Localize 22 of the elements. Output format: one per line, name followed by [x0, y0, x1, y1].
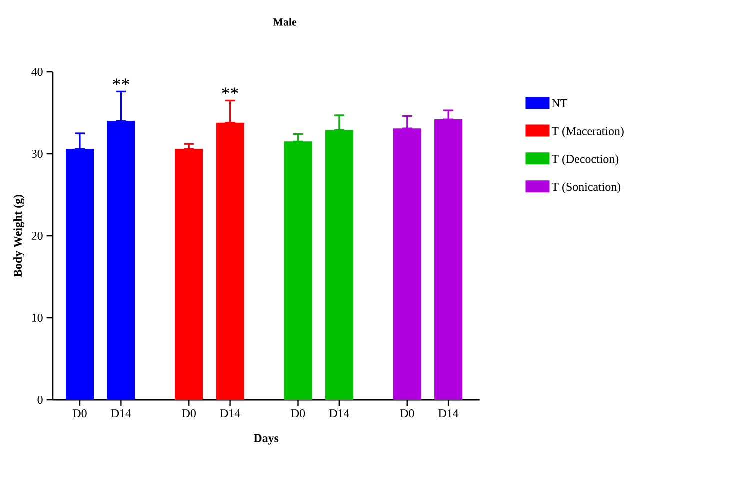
data-label: **	[113, 78, 130, 86]
data-label: **	[222, 88, 238, 94]
x-tick-label: D14	[438, 410, 459, 418]
y-tick-label: 40	[32, 68, 43, 76]
legend-label: T (Maceration)	[552, 126, 624, 138]
y-tick-label: 20	[32, 232, 43, 240]
x-tick-label: D0	[73, 410, 87, 418]
y-axis-title: Body Weight (g)	[14, 195, 25, 278]
legend-label: T (Decoction)	[552, 154, 619, 166]
y-tick-label: 30	[32, 150, 43, 158]
x-tick-label: D14	[329, 410, 350, 418]
y-tick-label: 10	[32, 314, 43, 322]
x-tick-label: D0	[400, 410, 414, 418]
legend-label: NT	[552, 99, 568, 108]
legend-label: T (Sonication)	[552, 182, 621, 194]
y-tick-label: 0	[38, 396, 43, 404]
chart-title: Male	[273, 18, 297, 26]
x-axis-title: Days	[254, 434, 279, 445]
x-tick-label: D0	[291, 410, 306, 418]
x-tick-label: D0	[182, 410, 196, 418]
x-tick-label: D14	[220, 410, 240, 418]
x-tick-label: D14	[111, 410, 132, 418]
